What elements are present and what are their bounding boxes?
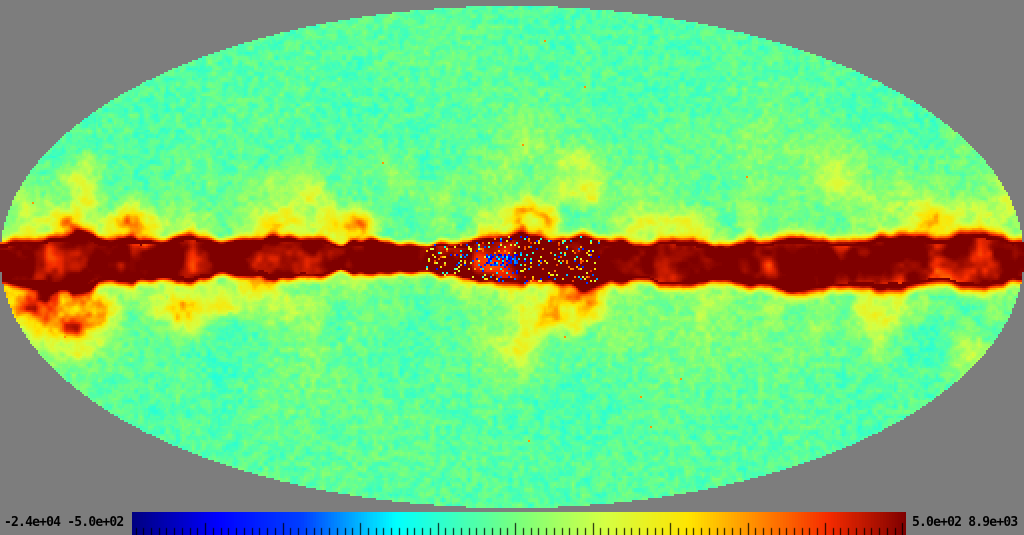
mollweide-sky-map — [0, 0, 1024, 512]
colorbar-max-labels: 5.0e+02 8.9e+03 — [912, 515, 1018, 530]
colorbar-min-labels: -2.4e+04 -5.0e+02 — [4, 515, 124, 530]
colorbar-gradient — [132, 512, 906, 535]
